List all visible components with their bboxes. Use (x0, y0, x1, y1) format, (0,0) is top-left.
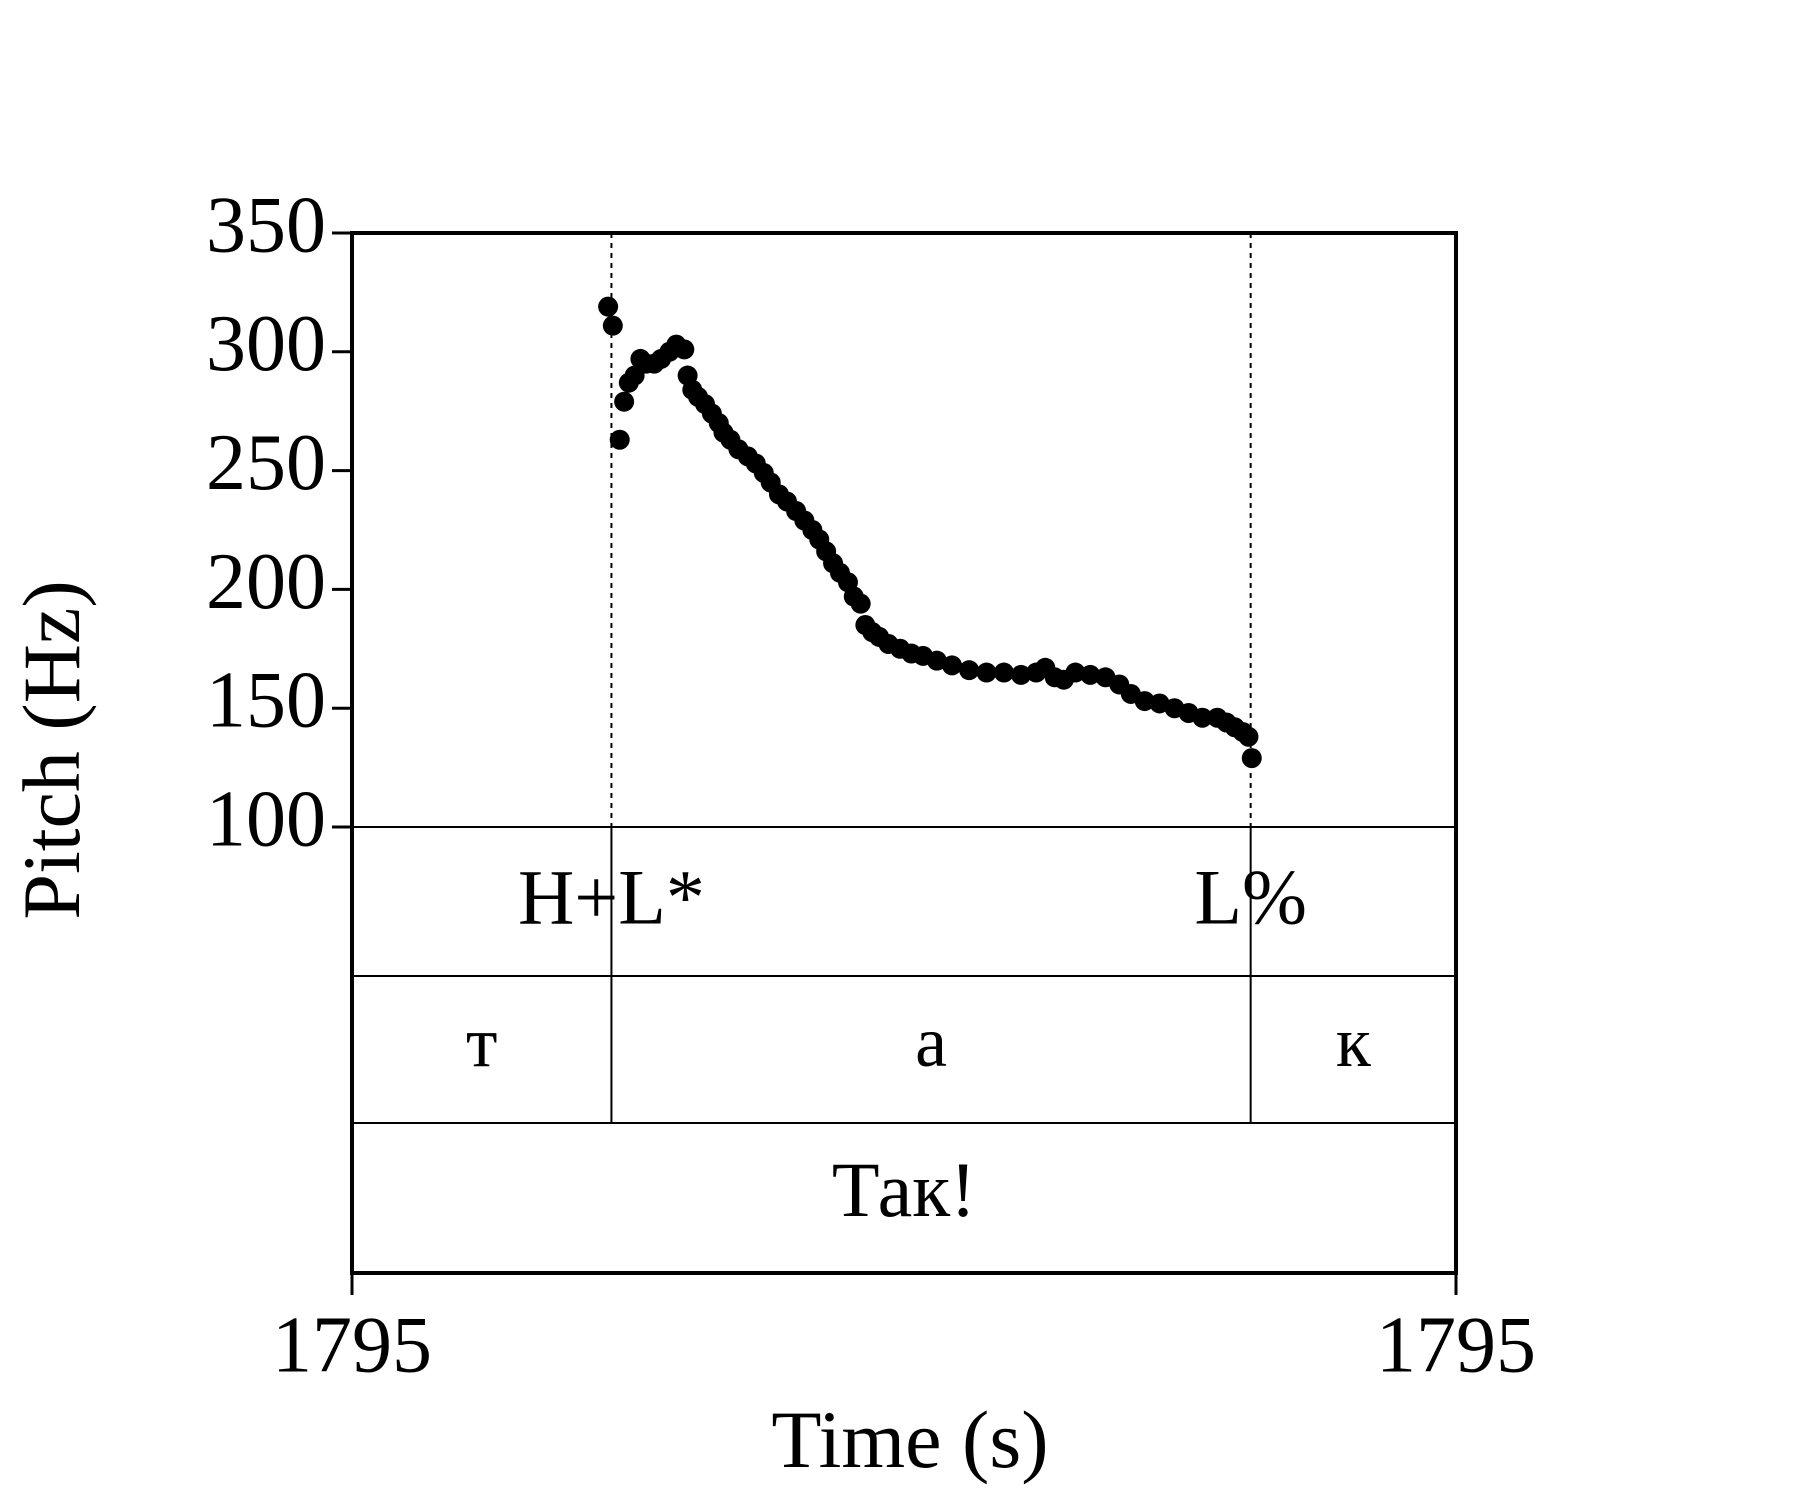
y-tick-label: 100 (206, 775, 326, 863)
segment-label: а (915, 1002, 947, 1082)
pitch-point (1192, 707, 1213, 728)
pitch-point (976, 662, 997, 683)
pitch-point (926, 650, 947, 671)
y-tick-label: 250 (206, 419, 326, 507)
pitch-point (959, 660, 980, 681)
y-tick-label: 300 (206, 300, 326, 388)
y-tick-label: 200 (206, 538, 326, 626)
x-tick-label: 1795 (1376, 1301, 1536, 1389)
x-axis-title: Time (s) (771, 1394, 1048, 1485)
pitch-point (850, 593, 871, 614)
word-label: Так! (832, 1146, 976, 1233)
segment-label: к (1336, 1002, 1372, 1082)
pitch-point (993, 662, 1014, 683)
pitch-point (674, 339, 695, 360)
tone-label: L% (1194, 853, 1307, 940)
pitch-point (598, 296, 619, 317)
pitch-point (1241, 748, 1262, 769)
pitch-point (614, 391, 635, 412)
tone-label: H+L* (518, 853, 705, 940)
x-tick-label: 1795 (272, 1301, 432, 1389)
y-tick-label: 150 (206, 657, 326, 745)
plot-frame (350, 231, 1458, 1275)
pitch-point (1080, 664, 1101, 685)
pitch-point (942, 655, 963, 676)
segment-label: т (466, 1002, 497, 1082)
pitch-point (1065, 662, 1086, 683)
pitch-point (1011, 664, 1032, 685)
pitch-point (602, 315, 623, 336)
pitch-point (1134, 691, 1155, 712)
y-axis-title: Pitch (Hz) (6, 580, 97, 919)
pitch-point (1238, 726, 1259, 747)
pitch-point (609, 429, 630, 450)
y-tick-label: 350 (206, 181, 326, 269)
